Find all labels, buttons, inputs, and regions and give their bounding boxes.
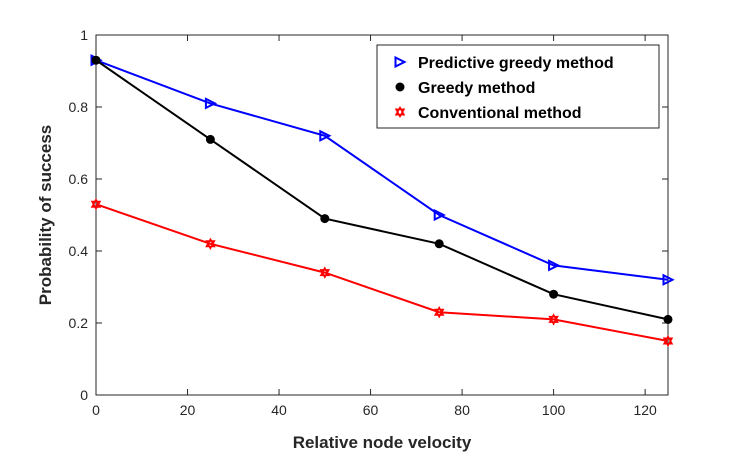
axis-ticks: 0 20 40 60 80 100 120 0 0.2 0.4 0.6 0.8 1 [69,27,668,418]
data-point [433,208,446,222]
legend-box [376,44,660,129]
data-point [548,259,561,272]
data-point [91,55,101,65]
x-tick-label: 0 [92,402,100,418]
legend-marker-2 [394,105,406,119]
series-line [95,59,669,321]
legend-marker-1 [395,82,405,92]
data-point [549,289,559,299]
legend-label-2: Conventional method [418,105,582,122]
y-tick-label: 0 [80,387,88,403]
data-point [205,237,216,250]
series-2 [90,198,674,348]
data-point [205,134,215,144]
data-point [548,313,559,326]
data-point [90,198,102,211]
y-tick-label: 0.2 [69,315,89,331]
data-point [204,97,218,110]
legend: Predictive greedy method Greedy method Con… [376,44,660,129]
legend-label-0: Predictive greedy method [418,55,614,72]
series-layer [90,54,675,348]
x-tick-label: 100 [542,402,566,418]
data-point [663,314,673,324]
y-tick-label: 1 [80,27,88,43]
data-point [319,129,332,142]
x-tick-label: 20 [180,402,196,418]
series-line [95,203,669,342]
y-axis-label: Probability of success [36,125,55,305]
series-1 [91,55,673,324]
legend-marker-0 [394,55,407,69]
x-tick-label: 120 [633,402,657,418]
x-tick-label: 40 [271,402,287,418]
series-line [95,59,669,281]
x-tick-label: 80 [454,402,470,418]
data-point [662,273,675,286]
y-tick-label: 0.6 [69,171,89,187]
x-tick-label: 60 [363,402,379,418]
data-point [662,334,674,348]
data-point [320,214,330,224]
data-point [433,306,445,319]
x-axis-label: Relative node velocity [293,433,472,452]
data-point [319,266,331,279]
y-tick-label: 0.8 [69,99,89,115]
legend-label-1: Greedy method [418,80,535,97]
data-point [434,239,444,249]
y-tick-label: 0.4 [69,243,89,259]
